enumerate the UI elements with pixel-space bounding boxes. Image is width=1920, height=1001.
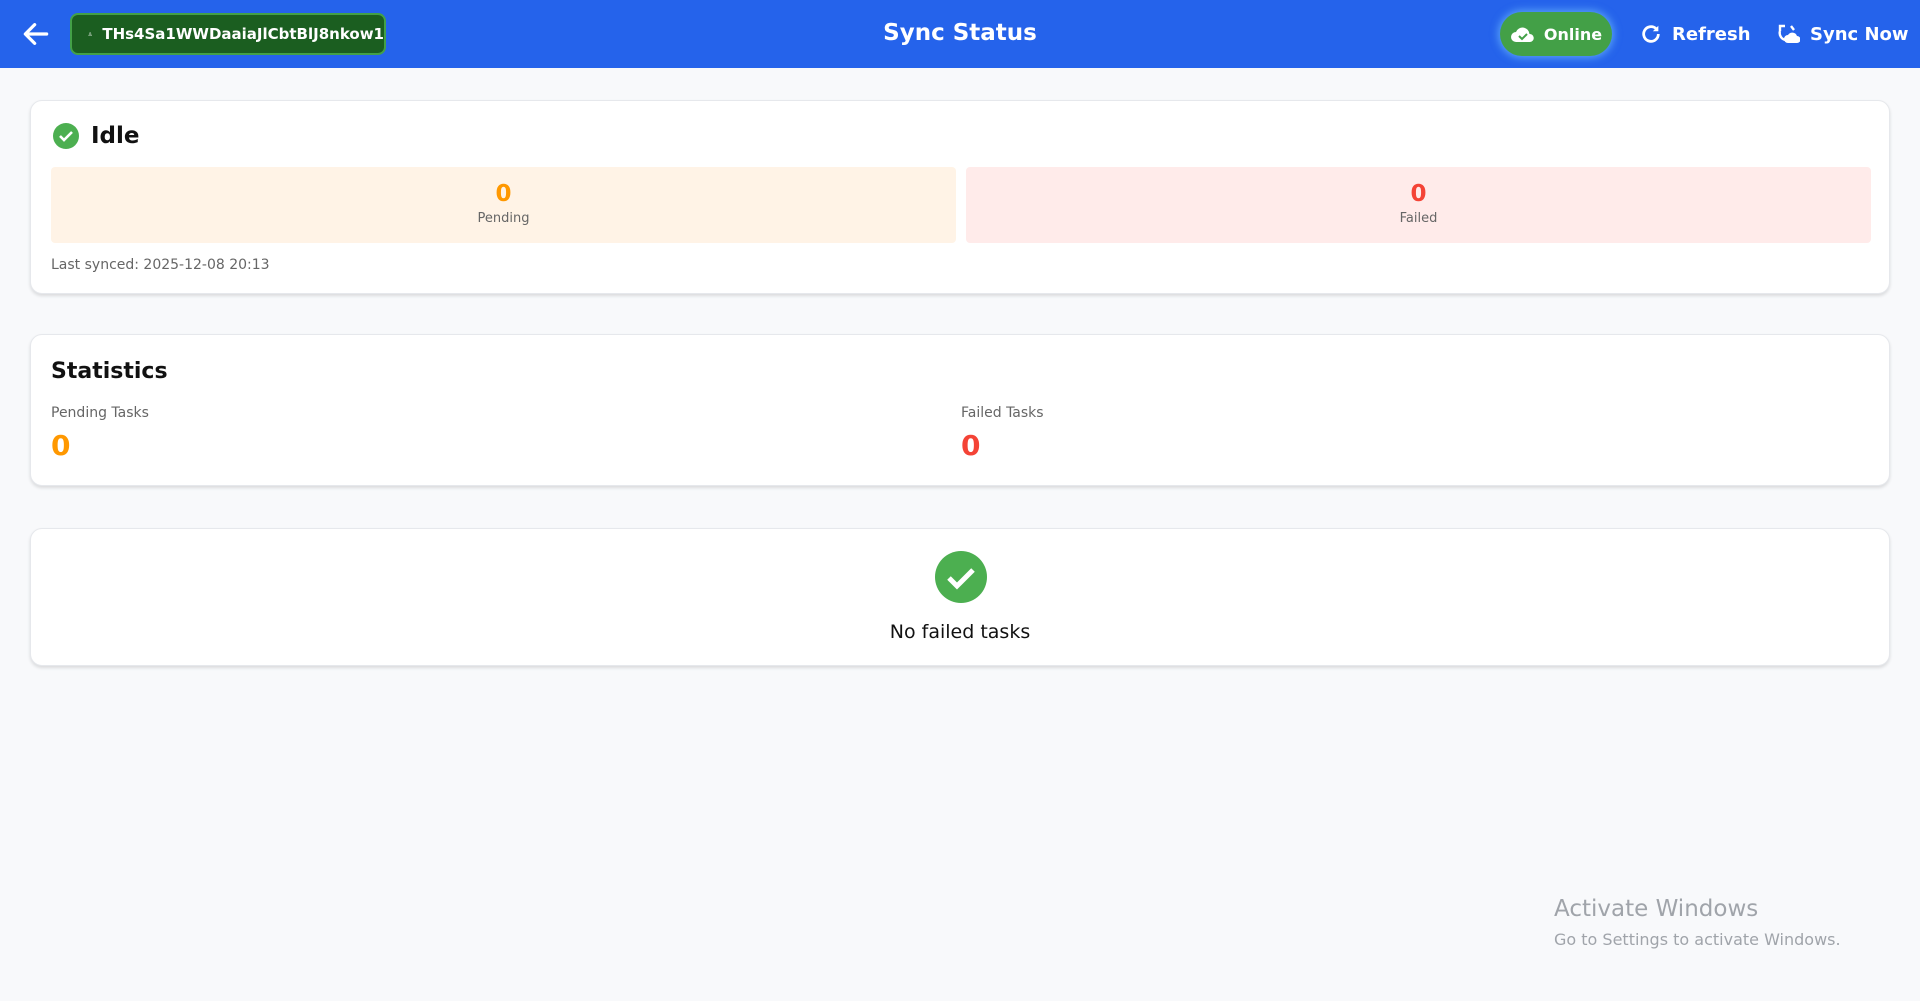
failed-summary: 0 Failed <box>966 167 1871 243</box>
windows-watermark-title: Activate Windows <box>1554 896 1759 922</box>
user-id-chip[interactable]: THs4Sa1WWDaaiaJlCbtBlJ8nkow1 <box>70 13 386 55</box>
pending-label: Pending <box>477 211 530 226</box>
online-status-badge[interactable]: Online <box>1500 12 1612 56</box>
refresh-icon <box>1642 25 1660 43</box>
check-circle-icon <box>935 551 987 603</box>
refresh-button[interactable]: Refresh <box>1640 18 1751 50</box>
failed-count: 0 <box>1410 181 1427 207</box>
sync-state: Idle <box>91 123 140 149</box>
failed-tasks-value: 0 <box>961 429 981 462</box>
pending-tasks-label: Pending Tasks <box>51 405 149 421</box>
back-button[interactable] <box>20 18 52 50</box>
pending-summary: 0 Pending <box>51 167 956 243</box>
check-circle-icon <box>53 123 79 149</box>
cloud-check-icon <box>1510 27 1534 42</box>
failed-label: Failed <box>1399 211 1438 226</box>
refresh-label: Refresh <box>1672 23 1751 45</box>
failed-tasks-label: Failed Tasks <box>961 405 1044 421</box>
pending-count: 0 <box>495 181 512 207</box>
user-icon <box>88 32 92 36</box>
failed-tasks-card: No failed tasks <box>30 528 1890 666</box>
sync-now-button[interactable]: Sync Now <box>1776 18 1909 50</box>
empty-message: No failed tasks <box>889 621 1031 643</box>
sync-cloud-icon <box>1778 24 1800 43</box>
app-header: THs4Sa1WWDaaiaJlCbtBlJ8nkow1 Sync Status… <box>0 0 1920 68</box>
arrow-left-icon <box>23 23 49 45</box>
sync-status-card: Idle 0 Pending 0 Failed Last synced: 202… <box>30 100 1890 294</box>
pending-tasks-value: 0 <box>51 429 71 462</box>
last-synced: Last synced: 2025-12-08 20:13 <box>51 257 270 273</box>
statistics-card: Statistics Pending Tasks 0 Failed Tasks … <box>30 334 1890 486</box>
online-label: Online <box>1543 24 1603 44</box>
sync-now-label: Sync Now <box>1810 23 1909 45</box>
windows-watermark-subtitle: Go to Settings to activate Windows. <box>1554 930 1841 949</box>
user-id: THs4Sa1WWDaaiaJlCbtBlJ8nkow1 <box>102 25 384 43</box>
statistics-title: Statistics <box>51 359 168 384</box>
